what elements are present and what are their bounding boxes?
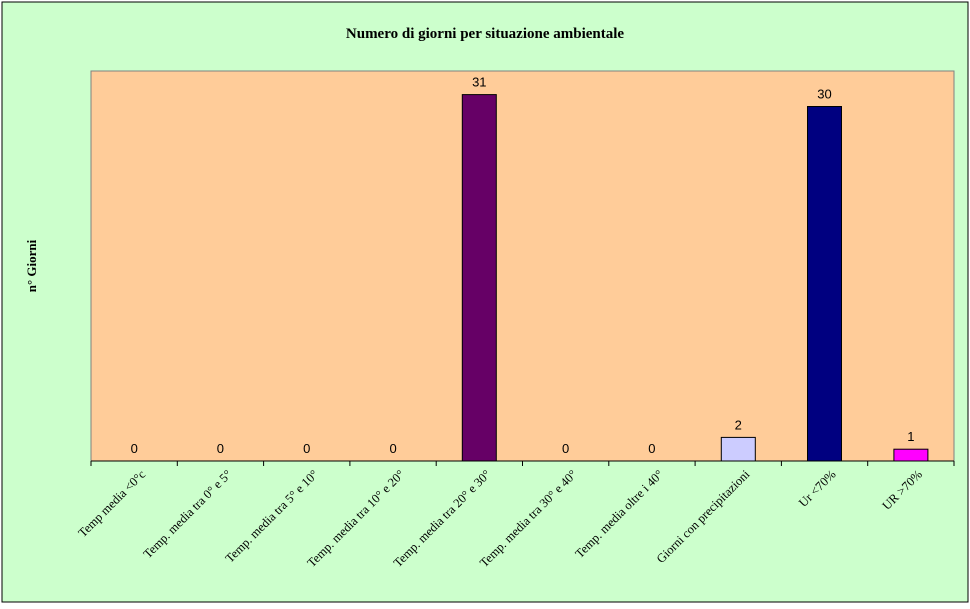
data-label: 0 (389, 441, 396, 456)
data-label: 0 (303, 441, 310, 456)
bar (893, 448, 929, 462)
data-label: 30 (817, 87, 831, 102)
data-label: 0 (562, 441, 569, 456)
data-label: 0 (131, 441, 138, 456)
data-label: 0 (648, 441, 655, 456)
data-label: 0 (217, 441, 224, 456)
bar (720, 436, 756, 462)
x-axis-ticks-group (90, 461, 955, 466)
data-labels-group: 0 0 0 0 31 0 0 2 30 1 (131, 75, 915, 456)
data-label: 2 (735, 417, 742, 432)
data-label: 1 (907, 429, 914, 444)
bar (461, 94, 497, 462)
y-axis-title: n° Giorni (24, 239, 39, 292)
bars-group (461, 94, 929, 462)
data-label: 31 (472, 75, 486, 90)
chart-title: Numero di giorni per situazione ambienta… (346, 26, 625, 42)
bar (807, 106, 842, 462)
